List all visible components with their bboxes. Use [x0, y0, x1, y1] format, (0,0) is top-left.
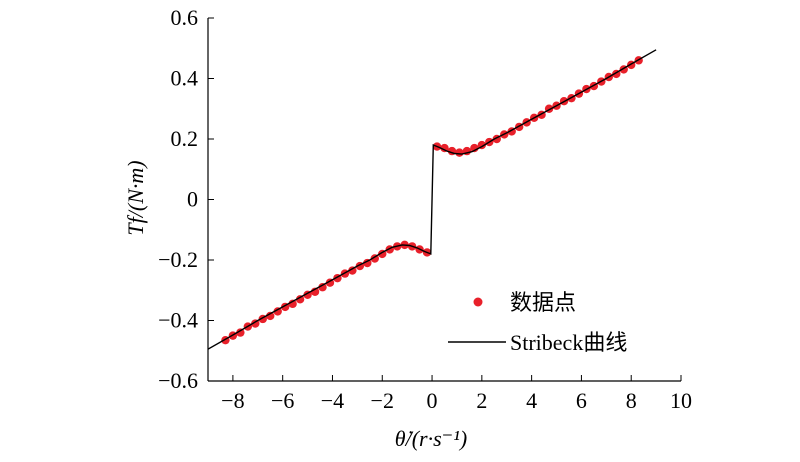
data-point — [266, 311, 275, 321]
x-tick-label: 8 — [626, 388, 637, 413]
x-tick-label: −8 — [221, 388, 244, 413]
x-tick-label: 6 — [576, 388, 587, 413]
x-tick-label: −2 — [371, 388, 394, 413]
y-axis-title: Tf/(N·m) — [123, 160, 148, 235]
x-tick-label: 0 — [427, 388, 438, 413]
data-point — [288, 299, 297, 309]
x-tick-label: −4 — [321, 388, 344, 413]
x-tick-label: 10 — [670, 388, 692, 413]
y-tick-label: 0.6 — [171, 5, 199, 30]
legend: 数据点 Stribeck曲线 — [448, 290, 627, 355]
data-point — [236, 328, 245, 337]
y-tick-label: 0.4 — [171, 66, 199, 91]
x-tick-label: 4 — [526, 388, 537, 413]
x-tick-label: 2 — [476, 388, 487, 413]
x-tick-label: −6 — [271, 388, 294, 413]
y-tick-label: −0.2 — [158, 247, 198, 272]
legend-marker-points — [473, 297, 483, 307]
legend-label-curve: Stribeck曲线 — [510, 330, 627, 355]
data-point — [295, 295, 305, 304]
y-tick-label: 0.2 — [171, 126, 199, 151]
y-tick-label: −0.6 — [158, 368, 198, 393]
y-tick-label: 0 — [187, 187, 198, 212]
data-point — [318, 283, 327, 292]
axes: −8 −6 −4 −2 0 2 4 6 8 10 0.6 0.4 0.2 0 −0.2 −0.4 −0.6 — [158, 5, 692, 413]
data-point — [470, 143, 479, 153]
x-axis-title: θ̇/(r·s⁻¹) — [395, 426, 467, 451]
legend-label-points: 数据点 — [510, 290, 576, 315]
data-points — [221, 56, 643, 345]
data-point — [455, 148, 464, 157]
plot-area — [208, 49, 657, 350]
data-point — [348, 266, 357, 275]
stribeck-curve — [208, 49, 657, 350]
data-point — [273, 307, 282, 316]
y-tick-label: −0.4 — [158, 308, 198, 333]
